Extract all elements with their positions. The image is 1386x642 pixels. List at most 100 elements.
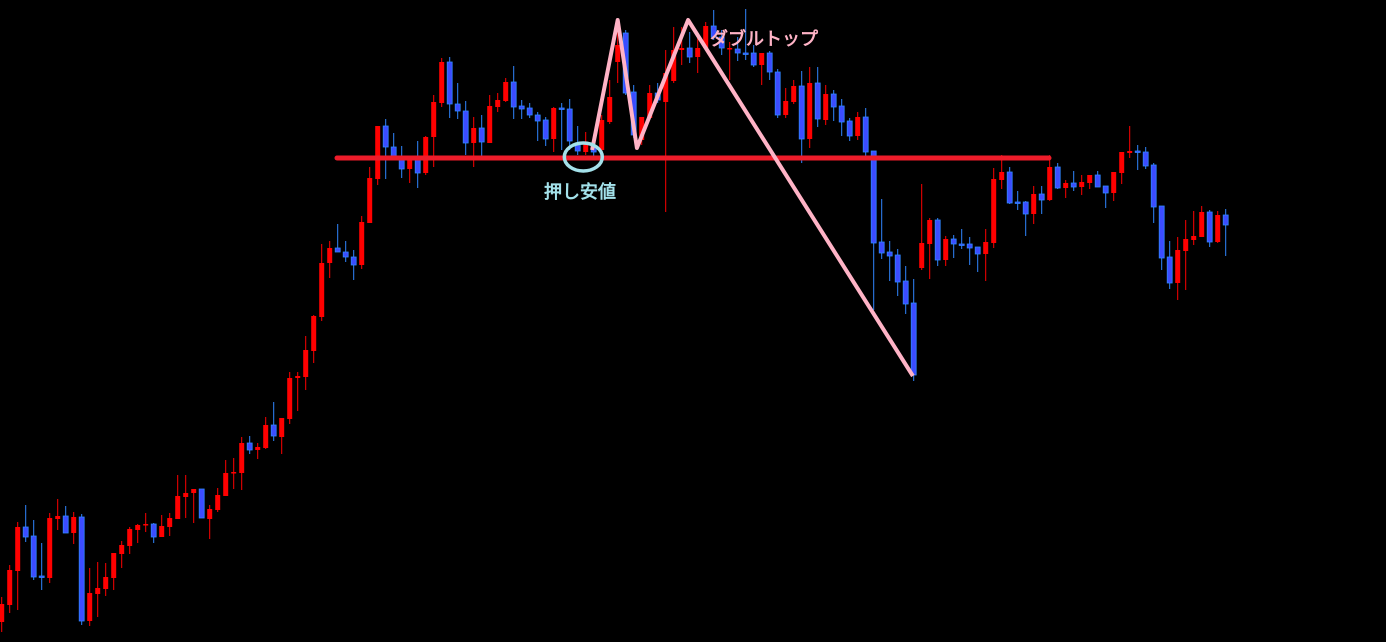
candle-body <box>1014 201 1021 204</box>
candle-body <box>958 243 965 246</box>
candle-body <box>150 523 157 538</box>
candle-down <box>1054 163 1061 189</box>
candle-up <box>295 372 301 411</box>
candle-body <box>927 220 933 244</box>
candle-body <box>1215 215 1221 242</box>
candle-up <box>239 437 245 490</box>
candle-up <box>95 562 101 617</box>
candle-body <box>487 106 493 143</box>
candle-body <box>454 103 461 112</box>
candle-down <box>334 224 341 253</box>
candle-up <box>1031 186 1037 224</box>
candle-body <box>766 52 773 73</box>
candle-body <box>695 48 701 57</box>
candle-down <box>862 108 869 157</box>
candle-body <box>886 251 893 257</box>
candle-down <box>1006 167 1013 204</box>
candle-body <box>1199 212 1205 237</box>
candle-body <box>462 110 469 144</box>
candle-down <box>742 9 749 60</box>
candle-body <box>38 575 45 578</box>
candle-down <box>558 103 565 150</box>
candle-down <box>1102 185 1109 208</box>
candle-body <box>999 172 1005 180</box>
candle-up <box>439 58 445 107</box>
candle-body <box>191 489 197 493</box>
candle-body <box>574 144 581 152</box>
candle-up <box>919 184 925 270</box>
candle-down <box>870 150 877 310</box>
candle-body <box>503 82 509 101</box>
candle-body <box>246 442 253 451</box>
candle-down <box>894 249 901 296</box>
candle-down <box>382 119 389 179</box>
candle-down <box>1038 186 1045 214</box>
candle-up <box>1087 175 1093 189</box>
candle-up <box>1111 172 1117 201</box>
candle-down <box>966 237 973 265</box>
candle-body <box>798 85 805 140</box>
candle-body <box>295 376 301 378</box>
candle-down <box>246 436 253 454</box>
candle-body <box>1150 164 1157 208</box>
candle-down <box>766 51 773 80</box>
double-top-label: ダブルトップ <box>710 28 819 50</box>
candle-body <box>495 100 501 107</box>
candle-body <box>398 159 405 170</box>
candle-up <box>183 475 189 518</box>
candle-body <box>1175 250 1181 283</box>
candle-body <box>7 570 13 605</box>
candle-body <box>303 350 309 377</box>
candle-body <box>974 246 981 255</box>
pullback-low-circle <box>562 141 605 173</box>
candle-up <box>135 524 141 543</box>
candle-up <box>143 513 149 532</box>
candle-body <box>583 143 589 152</box>
candle-body <box>255 447 261 450</box>
annotations-group: 押し安値 ダブルトップ <box>334 18 1052 378</box>
candle-body <box>47 518 53 578</box>
candle-body <box>615 45 621 62</box>
candle-up <box>87 568 93 626</box>
candle-down <box>270 402 277 441</box>
candle-up <box>15 522 21 610</box>
candle-body <box>1102 185 1109 194</box>
candle-body <box>367 178 373 223</box>
candle-body <box>599 120 605 150</box>
candle-body <box>647 93 653 118</box>
candle-up <box>1215 211 1221 243</box>
candle-down <box>78 514 85 625</box>
candle-body <box>1222 214 1229 226</box>
candle-body <box>542 119 549 140</box>
candle-body <box>710 25 717 38</box>
candle-body <box>1094 174 1101 188</box>
candle-body <box>1079 182 1085 187</box>
candle-up <box>167 513 173 536</box>
candle-body <box>1038 193 1045 201</box>
candle-body <box>239 443 245 473</box>
candle-body <box>215 495 221 510</box>
candle-down <box>1158 205 1165 270</box>
candle-body <box>231 472 237 474</box>
candle-body <box>783 101 789 115</box>
candle-body <box>407 160 413 169</box>
candle-down <box>342 241 349 262</box>
candle-body <box>183 493 189 497</box>
candle-body <box>838 105 845 123</box>
candle-down <box>510 66 517 119</box>
candle-down <box>1166 241 1173 289</box>
candle-body <box>639 117 645 140</box>
candle-body <box>95 588 101 594</box>
candles-group <box>0 9 1229 632</box>
candle-body <box>471 128 477 143</box>
candle-body <box>855 117 861 136</box>
pullback-low-label: 押し安値 <box>544 181 616 203</box>
candle-down <box>710 10 717 40</box>
candle-body <box>111 553 117 578</box>
candle-body <box>167 518 173 527</box>
candle-body <box>287 378 293 419</box>
candle-down <box>1206 210 1213 247</box>
candle-body <box>878 241 885 254</box>
candle-body <box>311 316 317 351</box>
